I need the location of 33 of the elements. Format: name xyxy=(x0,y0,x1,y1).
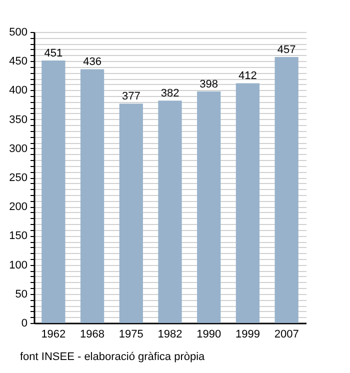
y-tick-label: 400 xyxy=(9,84,28,97)
y-tick-label: 0 xyxy=(21,318,28,330)
y-tick-label: 100 xyxy=(9,259,28,272)
bar xyxy=(119,104,143,323)
data-label: 412 xyxy=(238,70,257,82)
y-tick-label: 300 xyxy=(9,142,28,155)
x-tick-label: 1975 xyxy=(118,328,144,340)
x-tick-label: 1968 xyxy=(80,328,105,340)
y-tick-label: 150 xyxy=(9,230,28,242)
data-label: 377 xyxy=(122,90,140,103)
text: font INSEE - elaboració gràfica pròpia xyxy=(20,351,206,363)
bar xyxy=(236,83,260,323)
x-tick-label: 2007 xyxy=(274,328,299,340)
bar xyxy=(158,100,182,323)
x-tick-label: 1999 xyxy=(235,328,260,340)
x-tick-label: 1982 xyxy=(158,328,182,340)
bar xyxy=(80,69,104,323)
x-tick-label: 1990 xyxy=(196,328,222,340)
y-tick-label: 250 xyxy=(9,172,28,184)
y-tick-label: 450 xyxy=(9,56,28,68)
bar xyxy=(42,60,66,323)
bar xyxy=(197,91,221,323)
data-label: 457 xyxy=(277,44,296,56)
y-tick-label: 50 xyxy=(15,288,28,300)
data-label: 398 xyxy=(200,78,218,90)
bar xyxy=(274,57,298,323)
data-label: 382 xyxy=(160,88,180,100)
y-tick-label: 500 xyxy=(9,26,28,38)
data-label: 436 xyxy=(83,56,102,68)
y-tick-label: 350 xyxy=(9,114,28,126)
data-label: 451 xyxy=(44,48,63,60)
y-tick-label: 200 xyxy=(9,201,28,214)
x-tick-label: 1962 xyxy=(41,328,66,340)
